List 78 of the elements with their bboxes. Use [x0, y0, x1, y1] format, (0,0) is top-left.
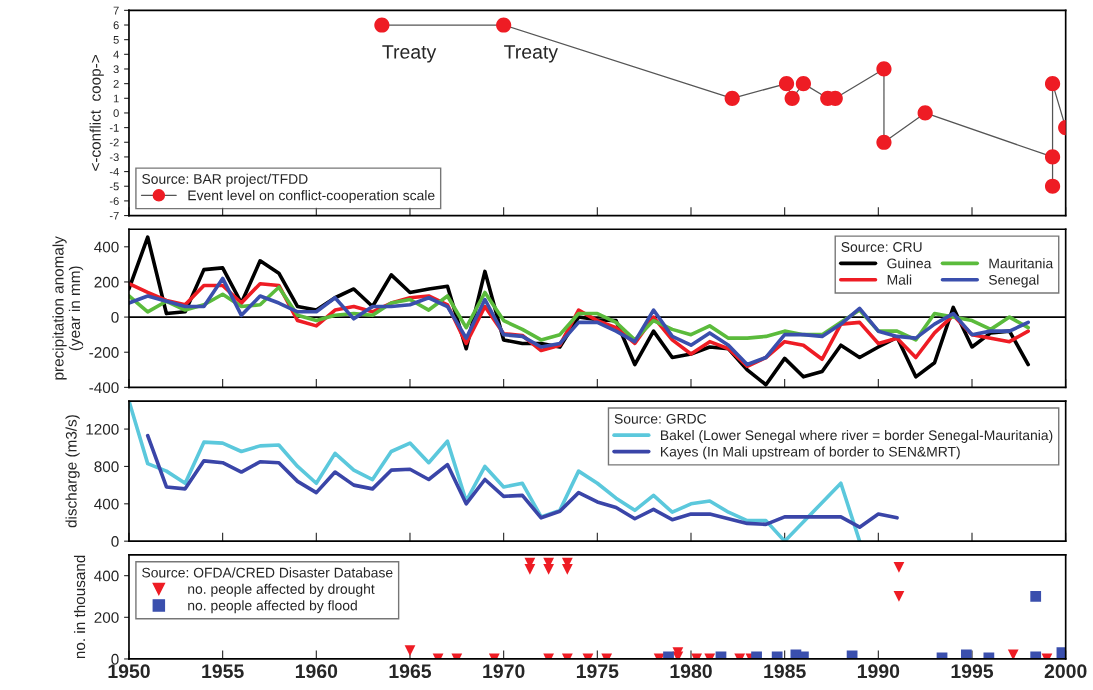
- legend-label: Senegal: [988, 274, 1039, 288]
- y-tick-label: 400: [94, 570, 119, 582]
- legend-title: Source: GRDC: [614, 413, 707, 424]
- y-tick-label: 7: [113, 6, 119, 15]
- point: [496, 17, 512, 33]
- point: [893, 561, 905, 573]
- y-axis-title: <-conflict coop->: [89, 55, 104, 171]
- point: [524, 564, 536, 575]
- x-tick-label: 1985: [764, 664, 806, 679]
- point: [961, 649, 972, 659]
- y-tick-label: 0: [111, 536, 119, 547]
- legend-label: no. people affected by drought: [188, 583, 375, 597]
- legend-label: Kayes (In Mali upstream of border to SEN&MRT): [661, 446, 960, 460]
- y-tick-label: 0: [111, 311, 119, 323]
- legend-label: Event level on conflict-cooperation scale: [188, 190, 435, 204]
- x-tick-label: 1975: [576, 664, 619, 679]
- point: [404, 645, 416, 656]
- y-tick-label: -2: [109, 138, 119, 147]
- y-tick-label: 400: [94, 498, 119, 510]
- legend-title: Source: BAR project/TFDD: [142, 173, 308, 187]
- y-tick-label: -1: [109, 123, 119, 132]
- legend-label: no. people affected by flood: [188, 600, 357, 614]
- point: [1007, 649, 1019, 659]
- x-tick-label: 1990: [857, 664, 900, 679]
- point: [778, 76, 795, 92]
- point: [893, 591, 905, 602]
- point: [784, 90, 800, 106]
- y-tick-label: -5: [109, 182, 119, 191]
- point: [1044, 76, 1061, 92]
- y-tick-label: -4: [109, 167, 119, 176]
- legend-label: Mali: [887, 274, 912, 285]
- y-tick-label: 5: [113, 36, 119, 44]
- y-tick-label: 0: [111, 653, 119, 665]
- y-tick-label: 2: [113, 79, 119, 88]
- point: [876, 61, 892, 77]
- y-tick-label: -6: [109, 197, 119, 206]
- legend-title: Source: OFDA/CRED Disaster Database: [142, 567, 393, 578]
- x-tick-label: 2000: [1044, 664, 1087, 679]
- y-tick-label: 200: [94, 276, 119, 288]
- point: [561, 564, 573, 575]
- point: [543, 564, 554, 575]
- point: [724, 90, 740, 106]
- y-tick-label: 200: [94, 612, 119, 623]
- point: [917, 105, 933, 121]
- x-tick-label: 1950: [108, 664, 150, 679]
- annotation: Treaty: [504, 45, 558, 63]
- y-tick-label: 6: [113, 21, 119, 30]
- y-tick-label: -7: [109, 211, 119, 220]
- y-tick-label: 800: [94, 461, 119, 473]
- y-tick-label: -400: [89, 382, 119, 394]
- point: [876, 134, 892, 150]
- y-tick-label: -3: [109, 153, 119, 162]
- y-tick-label: 3: [113, 65, 119, 74]
- x-tick-label: 1965: [389, 664, 432, 679]
- legend-label: Mauritania: [989, 258, 1054, 269]
- x-tick-label: 1980: [670, 664, 712, 679]
- y-tick-label: 0: [113, 109, 119, 118]
- y-tick-label: 4: [113, 50, 119, 59]
- x-tick-label: 1970: [483, 664, 525, 679]
- y-tick-label: -200: [89, 347, 119, 358]
- x-tick-label: 1960: [295, 664, 338, 679]
- legend-label: Bakel (Lower Senegal where river = border Senegal-Mauritania): [661, 429, 1053, 443]
- x-tick-label: 1995: [951, 664, 994, 679]
- y-axis-title: discharge (m3/s): [65, 415, 80, 528]
- point: [374, 17, 390, 33]
- x-tick-label: 1955: [202, 664, 244, 679]
- point: [795, 76, 812, 92]
- legend-title: Source: CRU: [841, 242, 922, 252]
- y-tick-label: 1200: [86, 423, 119, 435]
- legend-label: Guinea: [887, 258, 932, 269]
- point: [1044, 149, 1061, 165]
- y-axis-title: precipitation anomaly (year in mm): [52, 236, 84, 380]
- y-tick-label: 1: [113, 94, 119, 103]
- point: [1030, 591, 1042, 602]
- y-axis-title: no. in thousand: [73, 555, 86, 659]
- y-tick-label: 400: [94, 241, 119, 253]
- annotation: Treaty: [382, 45, 437, 63]
- point: [1044, 178, 1061, 194]
